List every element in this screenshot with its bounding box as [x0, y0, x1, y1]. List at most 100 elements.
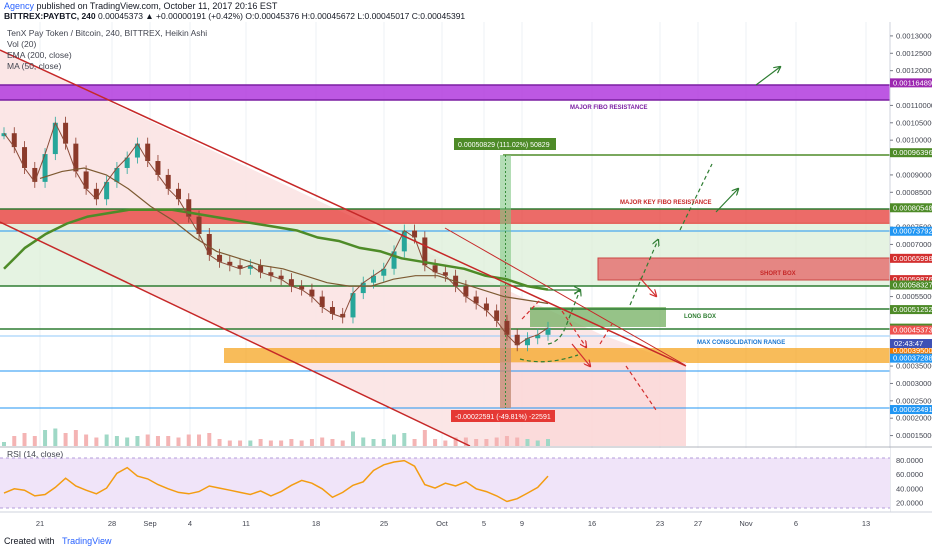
volume-bar — [53, 428, 58, 446]
volume-bar — [12, 436, 17, 446]
rsi-tick-label: 40.0000 — [896, 484, 923, 493]
volume-bar — [289, 439, 294, 446]
volume-bar — [381, 439, 386, 446]
volume-bar — [463, 437, 468, 446]
x-tick-label: Sep — [143, 519, 156, 528]
candle-body — [278, 275, 284, 280]
candle-body — [217, 254, 223, 262]
y-tick-label: 0.00120000 — [896, 66, 932, 75]
candle-body — [1, 133, 7, 137]
volume-bar — [546, 439, 550, 446]
arrow-up-6 — [755, 67, 780, 86]
candle-body — [371, 275, 377, 283]
major-key-fibo-band — [0, 209, 890, 224]
volume-bar — [340, 440, 345, 446]
ma-50-line — [39, 167, 549, 305]
y-tick-label: 0.00070000 — [896, 240, 932, 249]
x-tick-label: Oct — [436, 519, 449, 528]
price-label-box — [890, 305, 932, 315]
volume-bar — [484, 439, 489, 446]
candle-body — [391, 251, 397, 269]
arrow-up-5 — [715, 189, 738, 213]
candle-body — [206, 234, 212, 255]
rsi-tick-label: 60.0000 — [896, 470, 923, 479]
arrow-up-2 — [547, 290, 580, 345]
arrow-down-6 — [639, 277, 656, 296]
y-tick-label: 0.00035000 — [896, 362, 932, 371]
x-tick-label: 6 — [794, 519, 798, 528]
volume-bar — [330, 439, 335, 446]
volume-bar — [515, 437, 520, 446]
price-label: 0.00059876 — [893, 275, 932, 284]
legend-ema: EMA (200, close) — [7, 50, 72, 60]
volume-bar — [299, 440, 304, 446]
price-label: 0.00058327 — [893, 280, 932, 289]
candle-body — [52, 122, 58, 155]
measure-down-label: -0.00022591 (-49.81%) -22591 — [455, 414, 551, 421]
candle-body — [299, 286, 305, 290]
price-label: 0.00022491 — [893, 405, 932, 414]
y-tick-label: 0.00015000 — [896, 431, 932, 440]
candle-body — [288, 279, 294, 287]
volume-bar — [258, 439, 263, 446]
price-label-box — [890, 353, 932, 363]
x-tick-label: 13 — [862, 519, 870, 528]
arrow-down-3 — [599, 323, 613, 345]
candle-body — [340, 313, 346, 318]
consolidation-band — [224, 348, 890, 363]
candle-body — [535, 334, 541, 339]
price-label-box — [890, 325, 932, 335]
price-line — [3, 121, 549, 346]
quote-line: BITTREX:PAYBTC, 240 0.00045373 ▲ +0.0000… — [4, 11, 465, 21]
price-chart[interactable]: TenX Pay Token / Bitcoin, 240, BITTREX, … — [0, 22, 932, 532]
candle-body — [32, 167, 38, 182]
arrow-down-1 — [521, 299, 541, 320]
x-tick-label: 25 — [380, 519, 388, 528]
arrow-down-2 — [561, 310, 586, 347]
time-axis[interactable] — [0, 512, 932, 532]
publish-line: Agency published on TradingView.com, Oct… — [4, 1, 277, 11]
candle-body — [73, 143, 79, 172]
candle-body — [473, 296, 479, 304]
channel-upper-line — [0, 49, 687, 367]
measure-up-label: 0.00050829 (111.02%) 50829 — [458, 142, 550, 149]
header: Agency published on TradingView.com, Oct… — [0, 0, 932, 21]
price-label: 0.00065998 — [893, 254, 932, 263]
x-tick-label: 16 — [588, 519, 596, 528]
price-label: 0.00096396 — [893, 148, 932, 157]
price-axis[interactable] — [890, 22, 932, 512]
candle-body — [422, 237, 428, 266]
tradingview-logo-link[interactable]: TradingView — [62, 536, 112, 546]
arrow-down-5 — [625, 365, 657, 411]
x-tick-label: 21 — [36, 519, 44, 528]
candle-body — [175, 188, 181, 200]
volume-bar — [125, 437, 130, 446]
legend-title: TenX Pay Token / Bitcoin, 240, BITTREX, … — [7, 28, 207, 38]
x-tick-label: 9 — [520, 519, 524, 528]
long-box[interactable] — [530, 307, 666, 327]
x-tick-label: 4 — [188, 519, 192, 528]
candle-body — [401, 230, 407, 252]
volume-bar — [433, 439, 438, 446]
y-tick-label: 0.00105000 — [896, 118, 932, 127]
rsi-tick-label: 20.0000 — [896, 498, 923, 507]
short-box[interactable] — [597, 257, 890, 281]
price-label: 0.00051252 — [893, 305, 932, 314]
author-link[interactable]: Agency — [4, 1, 35, 11]
arrow-up-4 — [679, 163, 713, 231]
candle-body — [514, 334, 520, 346]
rsi-tick-labels: 80.0000 60.0000 40.0000 20.0000 — [896, 456, 923, 507]
y-tick-label: 0.00100000 — [896, 136, 932, 145]
price-label-box — [890, 203, 932, 213]
channel-lower-line — [0, 221, 471, 446]
price-label: 0.00080548 — [893, 203, 932, 212]
y-tick-label: 0.00085000 — [896, 188, 932, 197]
volume-bar — [504, 436, 509, 446]
candle-body — [258, 265, 264, 273]
timer-box — [890, 339, 932, 348]
candle-body — [432, 265, 438, 273]
volume-bar — [371, 439, 376, 446]
price-label: 0.00073792 — [893, 227, 932, 236]
measure-up-box — [454, 138, 556, 150]
candle-body — [545, 327, 551, 335]
